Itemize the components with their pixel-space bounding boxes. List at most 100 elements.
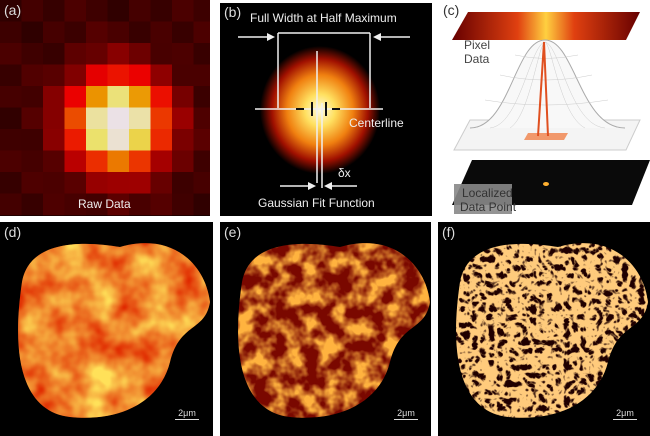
raw-pixel [150,64,173,87]
raw-pixel [21,0,44,22]
raw-pixel [0,0,22,22]
raw-pixel [64,21,87,44]
raw-pixel [172,0,194,22]
raw-pixel [129,150,151,173]
pixel-data-label-1: Pixel [464,38,491,52]
raw-pixel [193,86,210,108]
raw-pixel [129,193,151,216]
raw-pixel [86,21,108,44]
panel-a-raw-data: (a) Raw Data [0,0,210,216]
raw-pixel [150,107,173,130]
raw-pixel [193,107,210,130]
panel-label-c: (c) [443,2,460,18]
raw-pixel [0,107,22,130]
raw-pixel [193,129,210,151]
raw-pixel [86,86,108,108]
fwhm-label: Full Width at Half Maximum [250,11,397,25]
raw-pixel [86,150,108,173]
localized-label-1: Localized [462,186,513,200]
raw-pixel-grid [0,0,210,216]
raw-pixel [150,21,173,44]
scale-bar-label: 2μm [178,408,196,418]
raw-pixel [150,193,173,216]
raw-pixel [129,107,151,130]
raw-pixel [64,0,87,22]
scale-bar-d: 2μm [175,408,199,420]
raw-pixel [193,172,210,194]
psf-spot [260,46,380,174]
raw-pixel [107,86,130,108]
raw-pixel [172,172,194,194]
raw-pixel [107,129,130,151]
raw-pixel [43,43,65,65]
gaussian-fit-label: Gaussian Fit Function [258,196,375,210]
raw-pixel [21,150,44,173]
raw-pixel [64,129,87,151]
raw-pixel [107,107,130,130]
raw-pixel [193,64,210,87]
localized-label-2: Data Point [460,200,517,214]
raw-pixel [107,64,130,87]
raw-pixel [0,150,22,173]
panel-d-widefield: (d) 2μm [0,222,213,436]
raw-pixel [64,43,87,65]
raw-pixel [64,172,87,194]
scale-bar-label: 2μm [397,408,415,418]
raw-pixel [150,172,173,194]
gaussian-surface [469,39,626,129]
raw-pixel [150,0,173,22]
raw-pixel [107,193,130,216]
raw-pixel [64,107,87,130]
raw-pixel [86,193,108,216]
panel-c-localization: (c) Pixel Data Localized Data Point [440,0,650,218]
raw-pixel [172,150,194,173]
super-resolution-image [456,243,649,418]
raw-pixel [64,193,87,216]
raw-pixel [43,64,65,87]
panel-label-f: (f) [442,224,456,240]
raw-pixel [0,21,22,44]
raw-pixel [129,129,151,151]
raw-pixel [64,150,87,173]
scale-bar-label: 2μm [616,408,634,418]
centerline-label: Centerline [349,116,404,130]
raw-pixel [21,107,44,130]
raw-pixel [129,64,151,87]
raw-pixel [64,64,87,87]
raw-pixel [0,193,22,216]
localization-3d-diagram [452,12,650,214]
raw-pixel [172,43,194,65]
raw-pixel [0,64,22,87]
panel-f-super-resolution: (f) 2μm [438,222,650,436]
raw-pixel [107,172,130,194]
raw-pixel [107,150,130,173]
deconvolved-image [238,243,431,418]
raw-pixel [172,193,194,216]
raw-pixel [150,86,173,108]
gaussian-fit-diagram [238,32,410,190]
raw-pixel [21,43,44,65]
raw-pixel [129,21,151,44]
scale-bar-f: 2μm [613,408,637,420]
raw-pixel [43,0,65,22]
raw-pixel [43,172,65,194]
raw-pixel [107,21,130,44]
raw-pixel [43,107,65,130]
widefield-image [18,243,211,418]
raw-pixel [86,0,108,22]
raw-pixel [43,129,65,151]
pixel-data-plane [452,12,640,40]
raw-pixel [107,43,130,65]
raw-pixel [21,193,44,216]
raw-pixel [43,193,65,216]
localized-point [543,182,549,186]
raw-pixel [43,21,65,44]
raw-pixel [0,43,22,65]
panel-label-d: (d) [4,224,22,240]
raw-pixel [107,0,130,22]
panel-label-e: (e) [224,224,242,240]
raw-pixel [193,0,210,22]
raw-pixel [86,64,108,87]
raw-pixel [43,150,65,173]
raw-pixel [172,64,194,87]
